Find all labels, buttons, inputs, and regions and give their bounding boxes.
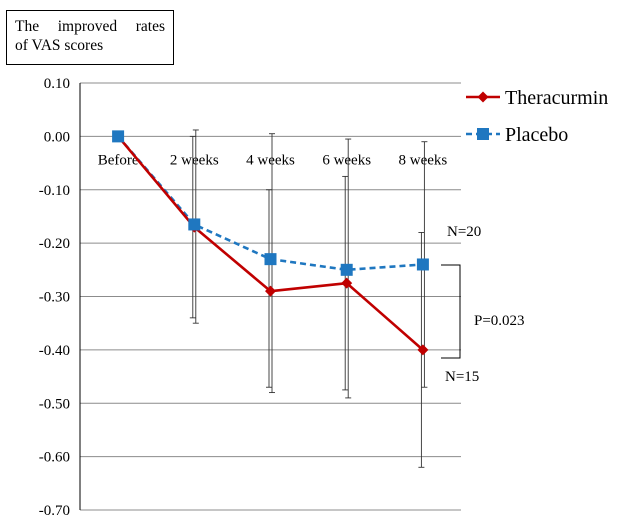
annotations: N=20 P=0.023 N=15	[441, 224, 525, 385]
y-tick-labels: 0.10 0.00 -0.10 -0.20 -0.30 -0.40 -0.50 -0.60 -0…	[39, 76, 70, 519]
data-point-theracurmin	[341, 277, 353, 289]
y-tick-label: 0.00	[44, 129, 70, 145]
y-tick-label: -0.70	[39, 503, 70, 516]
annotation-p-value: P=0.023	[474, 313, 525, 329]
data-point-placebo	[416, 258, 429, 271]
x-tick-label: 2 weeks	[170, 152, 219, 168]
legend: Theracurmin Placebo	[466, 87, 608, 146]
chart-title-box: The improved rates of VAS scores	[6, 10, 174, 65]
y-tick-label: -0.30	[39, 290, 70, 306]
x-tick-labels: Before 2 weeks 4 weeks 6 weeks 8 weeks	[98, 152, 448, 168]
legend-marker-placebo	[477, 128, 489, 140]
legend-marker-theracurmin	[477, 91, 489, 103]
chart-title-line-2: of VAS scores	[15, 37, 104, 54]
x-tick-label: 8 weeks	[399, 152, 448, 168]
x-tick-label: 6 weeks	[322, 152, 371, 168]
y-tick-label: -0.20	[39, 236, 70, 252]
y-tick-label: 0.10	[44, 76, 70, 92]
error-bars	[189, 129, 428, 468]
data-point-placebo	[112, 130, 125, 143]
significance-bracket	[441, 264, 461, 359]
y-tick-label: -0.10	[39, 183, 70, 199]
x-tick-label: 4 weeks	[246, 152, 295, 168]
data-point-placebo	[340, 263, 353, 276]
data-point-theracurmin	[265, 285, 276, 297]
data-point-placebo	[264, 253, 277, 266]
legend-label-theracurmin: Theracurmin	[505, 87, 608, 109]
data-point-theracurmin	[417, 344, 429, 356]
y-tick-label: -0.60	[39, 450, 70, 466]
data-point-placebo	[188, 218, 201, 231]
chart-title-line-1: The improved rates	[15, 18, 165, 35]
series-markers	[112, 130, 429, 356]
x-tick-label: Before	[98, 152, 139, 168]
annotation-n-placebo: N=20	[447, 224, 481, 240]
y-tick-label: -0.40	[39, 343, 70, 359]
legend-label-placebo: Placebo	[505, 124, 568, 146]
y-tick-label: -0.50	[39, 396, 70, 412]
annotation-n-theracurmin: N=15	[445, 369, 479, 385]
